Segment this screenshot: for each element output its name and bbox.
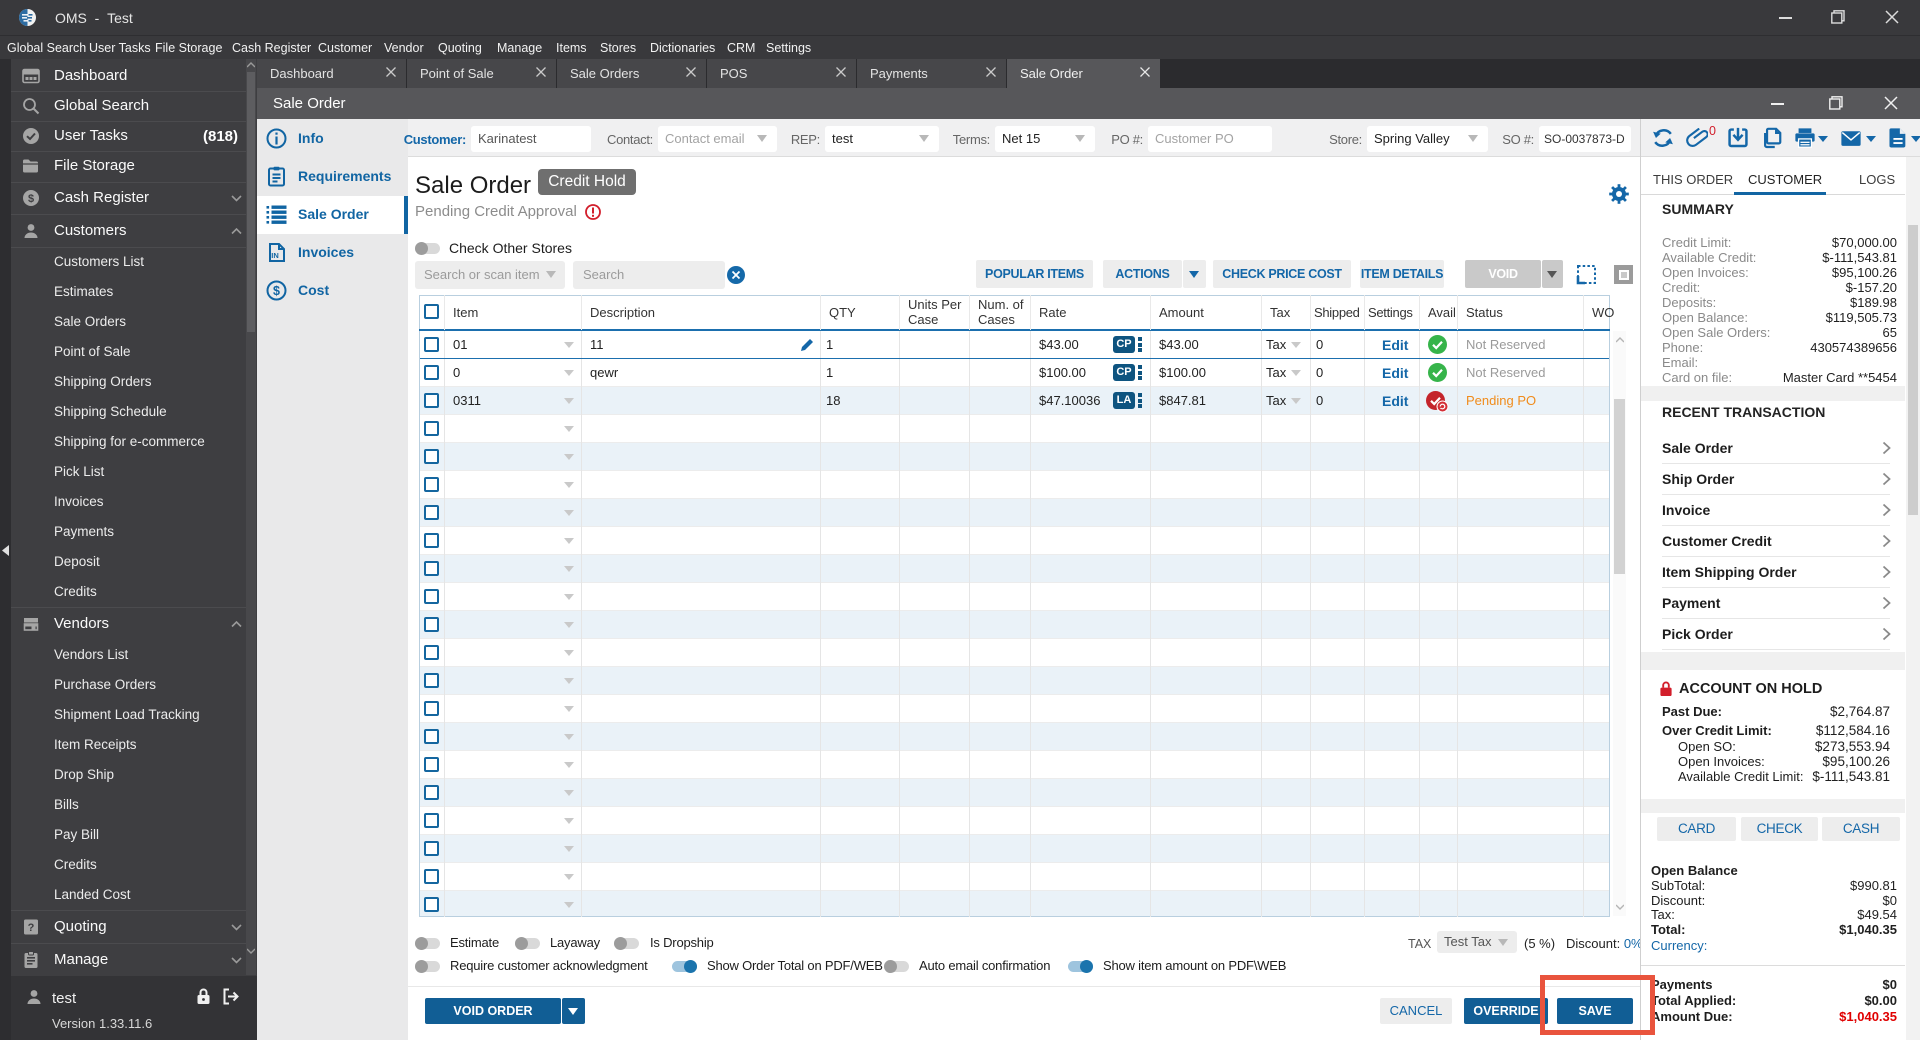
svg-text:?: ? bbox=[28, 922, 35, 934]
svg-text:IN: IN bbox=[271, 251, 279, 260]
svg-text:$: $ bbox=[273, 284, 280, 298]
svg-text:$: $ bbox=[28, 193, 34, 205]
